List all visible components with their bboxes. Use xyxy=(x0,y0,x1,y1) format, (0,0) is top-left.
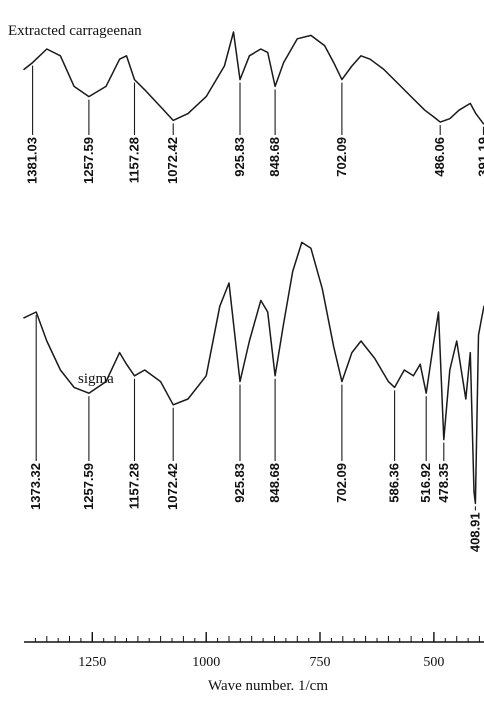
spectra-traces xyxy=(24,32,484,503)
peak-label-extracted-carrageenan-1072-42: 1072.42 xyxy=(165,137,180,184)
peak-label-extracted-carrageenan-1381-03: 1381.03 xyxy=(25,137,40,184)
x-axis-major-ticks: 1250 1000 750 500 xyxy=(78,632,444,670)
peak-label-sigma-1257-59: 1257.59 xyxy=(81,463,96,510)
series-line-extracted-carrageenan xyxy=(24,32,484,124)
peak-label-sigma-1157-28: 1157.28 xyxy=(127,463,142,509)
x-tick-label-1000: 1000 xyxy=(192,655,220,670)
peak-label-extracted-carrageenan-391-19: 391.19 xyxy=(476,137,484,177)
peak-label-sigma-586-36: 586.36 xyxy=(387,463,402,503)
peak-label-extracted-carrageenan-702-09: 702.09 xyxy=(334,137,349,177)
x-axis: 1250 1000 750 500 xyxy=(24,632,484,670)
x-tick-label-1250: 1250 xyxy=(78,655,106,670)
peak-label-sigma-478-35: 478.35 xyxy=(436,463,451,503)
peak-label-extracted-carrageenan-848-68: 848.68 xyxy=(267,137,282,177)
x-tick-label-500: 500 xyxy=(423,655,444,670)
peak-label-extracted-carrageenan-486-06: 486.06 xyxy=(432,137,447,177)
peak-label-extracted-carrageenan-1157-28: 1157.28 xyxy=(127,137,142,183)
peak-label-sigma-848-68: 848.68 xyxy=(267,463,282,503)
series-label-sigma: sigma xyxy=(78,371,114,387)
peak-label-sigma-702-09: 702.09 xyxy=(334,463,349,503)
x-tick-label-750: 750 xyxy=(310,655,331,670)
peak-label-sigma-1373-32: 1373.32 xyxy=(28,463,43,510)
x-axis-title: Wave number. 1/cm xyxy=(208,678,328,694)
series-label-extracted-carrageenan: Extracted carrageenan xyxy=(8,23,142,39)
peak-label-extracted-carrageenan-925-83: 925.83 xyxy=(232,137,247,177)
peak-label-sigma-516-92: 516.92 xyxy=(418,463,433,503)
peak-label-sigma-408-91: 408.91 xyxy=(467,512,482,552)
peak-label-extracted-carrageenan-1257-59: 1257.59 xyxy=(81,137,96,184)
peak-leaders xyxy=(33,66,484,511)
peak-label-sigma-925-83: 925.83 xyxy=(232,463,247,503)
peak-labels: 1381.03 1257.59 1157.28 1072.42 925.83 848.68… xyxy=(25,137,484,552)
x-axis-minor-ticks xyxy=(35,636,479,642)
peak-label-sigma-1072-42: 1072.42 xyxy=(165,463,180,510)
